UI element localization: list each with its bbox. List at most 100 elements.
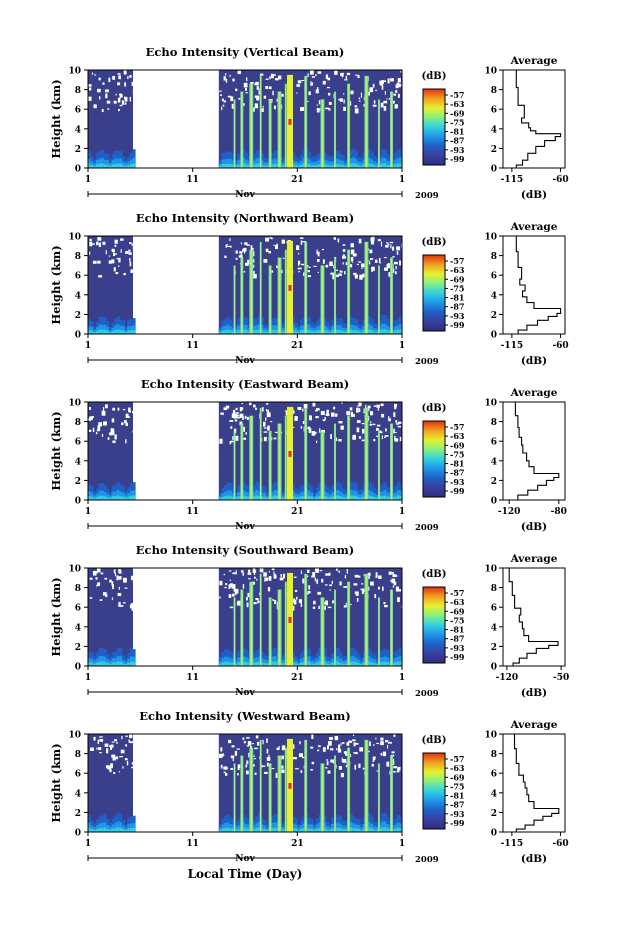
missing-data-speck: [242, 737, 245, 740]
boundary-layer-cell: [299, 828, 304, 832]
average-y-tick-label: 2: [491, 311, 497, 321]
missing-data-speck: [131, 766, 135, 769]
convective-band: [284, 581, 287, 666]
missing-data-speck: [255, 407, 258, 410]
average-y-tick-label: 4: [491, 789, 497, 799]
boundary-layer-cell: [229, 658, 233, 666]
missing-data-speck: [232, 572, 237, 575]
boundary-layer-cell: [226, 324, 230, 334]
missing-data-speck: [389, 770, 391, 775]
colorbar-tick-label: -81: [450, 293, 464, 303]
boundary-layer-cell: [386, 828, 390, 832]
boundary-layer-cell: [93, 497, 97, 500]
boundary-layer-cell: [242, 329, 246, 334]
boundary-layer-cell: [354, 163, 359, 168]
boundary-layer-cell: [349, 656, 353, 666]
missing-data-speck: [246, 760, 249, 765]
x-tick-label: 1: [399, 341, 405, 351]
boundary-layer-cell: [302, 324, 306, 334]
missing-data-speck: [105, 404, 108, 409]
boundary-layer-cell: [313, 331, 317, 334]
colorbar-tick-label: -87: [450, 302, 464, 312]
missing-data-speck: [245, 770, 249, 775]
missing-data-speck: [273, 571, 275, 574]
colorbar-tick-label: -57: [450, 90, 464, 100]
boundary-layer-cell: [234, 331, 238, 334]
missing-data-speck: [328, 572, 331, 576]
y-tick-label: 8: [75, 584, 81, 594]
boundary-layer-cell: [226, 329, 230, 334]
boundary-layer-cell: [221, 326, 225, 334]
missing-data-speck: [388, 571, 392, 575]
boundary-layer-cell: [88, 330, 92, 334]
missing-data-speck: [97, 425, 101, 430]
missing-data-speck: [361, 428, 365, 434]
missing-data-speck: [386, 242, 389, 244]
boundary-layer-cell: [315, 496, 319, 500]
convective-band: [320, 597, 325, 666]
boundary-layer-cell: [281, 497, 285, 500]
average-y-tick-label: 4: [491, 291, 497, 301]
missing-data-speck: [98, 747, 102, 751]
average-x-tick-label: -115: [501, 341, 524, 351]
colorbar-tick-label: -87: [450, 634, 464, 644]
y-tick-label: 10: [68, 399, 81, 409]
colorbar-tick-label: -99: [450, 486, 465, 496]
missing-data-speck: [117, 576, 122, 578]
boundary-layer-cell: [93, 165, 97, 168]
boundary-layer-cell: [265, 162, 270, 168]
missing-data-speck: [96, 747, 98, 750]
missing-data-speck: [266, 748, 269, 754]
boundary-layer-cell: [394, 658, 398, 666]
boundary-layer-cell: [367, 490, 372, 500]
missing-data-speck: [341, 757, 343, 763]
boundary-layer-cell: [357, 663, 361, 666]
boundary-layer-cell: [370, 325, 374, 334]
y-tick-label: 0: [75, 331, 81, 341]
missing-data-speck: [242, 248, 244, 253]
boundary-layer-cell: [313, 328, 317, 334]
missing-data-speck: [219, 438, 223, 444]
boundary-layer-cell: [378, 825, 382, 832]
missing-data-speck: [300, 770, 303, 773]
x-tick-label: 1: [399, 673, 405, 683]
missing-data-speck: [129, 409, 131, 413]
boundary-layer-cell: [307, 656, 311, 666]
missing-data-speck: [374, 593, 377, 599]
missing-data-speck: [379, 80, 382, 86]
missing-data-speck: [385, 428, 387, 432]
boundary-layer-cell: [373, 659, 377, 666]
average-y-tick-label: 8: [491, 252, 497, 262]
missing-data-speck: [392, 256, 395, 258]
average-profile-line: [513, 235, 562, 334]
boundary-layer-cell: [391, 329, 395, 334]
boundary-layer-cell: [124, 330, 128, 334]
boundary-layer-cell: [265, 660, 270, 666]
missing-data-speck: [263, 436, 267, 442]
boundary-layer-cell: [273, 656, 277, 666]
missing-data-speck: [310, 769, 313, 771]
missing-data-speck: [241, 570, 244, 573]
boundary-layer-cell: [124, 332, 128, 334]
x-tick-label: 1: [85, 341, 91, 351]
missing-data-speck: [343, 106, 346, 111]
missing-data-speck: [223, 100, 227, 103]
missing-data-speck: [310, 84, 313, 86]
boundary-layer-cell: [231, 658, 236, 666]
boundary-layer-cell: [231, 828, 236, 832]
boundary-layer-cell: [127, 161, 131, 168]
missing-data-speck: [316, 107, 320, 113]
boundary-layer-cell: [129, 490, 133, 500]
boundary-layer-cell: [260, 159, 264, 168]
boundary-layer-cell: [336, 495, 340, 500]
missing-data-speck: [269, 237, 273, 239]
missing-data-speck: [329, 589, 332, 591]
boundary-layer-cell: [344, 663, 348, 666]
missing-data-speck: [331, 580, 333, 584]
boundary-layer-cell: [344, 163, 348, 168]
boundary-layer-cell: [354, 158, 359, 168]
missing-data-speck: [120, 249, 122, 253]
missing-data-speck: [118, 570, 122, 574]
missing-data-speck: [103, 592, 107, 596]
